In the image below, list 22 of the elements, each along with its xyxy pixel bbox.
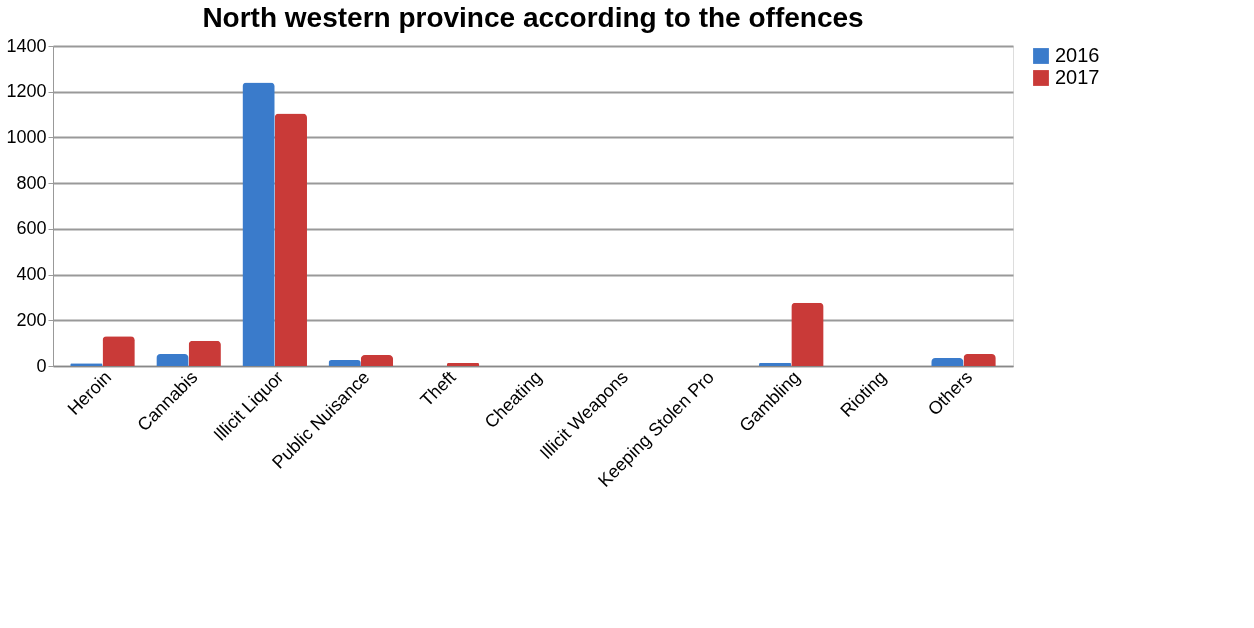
y-tick-label: 1400 [6,35,47,56]
bar [274,113,307,366]
bar [446,363,480,366]
bar [242,82,275,366]
bar [931,358,964,366]
y-tick-label: 0 [36,355,47,376]
y-tick-label: 1200 [6,81,47,102]
chart-title: North western province according to the offences [202,2,864,33]
bar [328,360,361,366]
y-tick-label: 800 [16,172,47,193]
y-tick-label: 1000 [6,126,47,147]
bar [791,302,824,366]
bar [963,354,996,366]
bar [188,340,221,366]
bar [156,354,189,366]
legend-label: 2016 [1055,44,1100,66]
y-tick-label: 200 [16,309,47,330]
y-tick-label: 400 [16,264,47,285]
bar [102,336,135,366]
bar [360,355,394,366]
legend-label: 2017 [1055,66,1100,88]
y-tick-label: 600 [16,218,47,239]
